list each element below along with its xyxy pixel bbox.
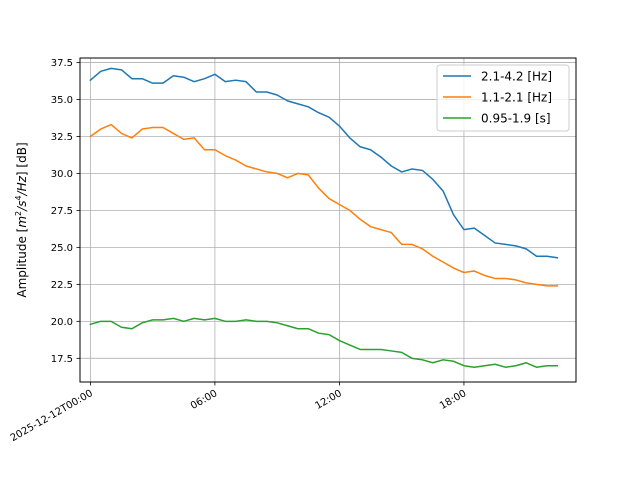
plot-frame bbox=[79, 57, 577, 383]
y-axis-label: Amplitude [m2/s4/Hz] [dB] bbox=[14, 142, 29, 297]
legend-label: 2.1-4.2 [Hz] bbox=[481, 69, 552, 83]
legend: 2.1-4.2 [Hz] 1.1-2.1 [Hz] 0.95-1.9 [s] bbox=[436, 64, 570, 132]
legend-box bbox=[436, 64, 570, 132]
legend-label: 0.95-1.9 [s] bbox=[481, 111, 551, 125]
series-line bbox=[89, 123, 559, 287]
y-tick-label: 37.5 bbox=[51, 58, 73, 69]
y-tick-label: 27.5 bbox=[51, 206, 73, 217]
legend-label: 1.1-2.1 [Hz] bbox=[481, 90, 552, 104]
series-lines bbox=[89, 67, 559, 368]
y-tick-label: 25.0 bbox=[51, 243, 73, 254]
series-line bbox=[89, 317, 559, 368]
y-tick-label: 17.5 bbox=[51, 354, 73, 365]
grid bbox=[80, 58, 576, 382]
y-tick-label: 32.5 bbox=[51, 132, 73, 143]
y-tick-label: 20.0 bbox=[51, 317, 73, 328]
y-axis: 17.5 20.0 22.5 25.0 27.5 30.0 32.5 35.0 37.5 bbox=[51, 58, 80, 365]
series-line bbox=[89, 67, 559, 259]
y-tick-label: 35.0 bbox=[51, 95, 73, 106]
y-tick-label: 30.0 bbox=[51, 169, 73, 180]
y-tick-label: 22.5 bbox=[51, 280, 73, 291]
